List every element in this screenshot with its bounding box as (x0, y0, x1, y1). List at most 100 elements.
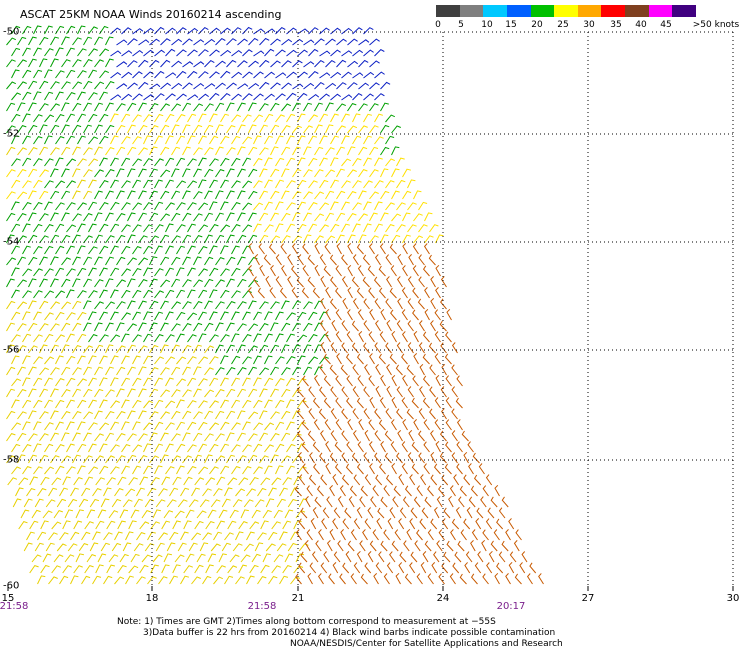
wind-barb (171, 82, 183, 90)
wind-barb (375, 562, 383, 574)
wind-barb (385, 158, 395, 167)
wind-barb (202, 532, 212, 541)
wind-barb (193, 432, 203, 442)
wind-barb (215, 256, 225, 266)
wind-barb (39, 80, 49, 90)
wind-barb (307, 254, 315, 266)
wind-barb (351, 320, 359, 332)
wind-barb (363, 320, 370, 332)
wind-barb (227, 565, 238, 574)
wind-barb (227, 477, 238, 486)
wind-barb (237, 410, 246, 420)
wind-barb (56, 543, 67, 552)
wind-barb (238, 520, 248, 530)
wind-barb (248, 190, 258, 200)
note-line-1: Note: 1) Times are GMT 2)Times along bot… (117, 617, 496, 627)
wind-barb (17, 389, 27, 398)
wind-barb (314, 375, 320, 387)
wind-barb (172, 520, 181, 530)
wind-barb (319, 50, 331, 57)
wind-barb (407, 224, 417, 233)
wind-barb (6, 169, 16, 178)
wind-barb (295, 573, 302, 585)
wind-barb (253, 223, 262, 233)
wind-barb (342, 297, 348, 310)
wind-barb (358, 168, 368, 178)
wind-barb (121, 333, 130, 343)
wind-barb (165, 48, 176, 57)
wind-barb (270, 212, 279, 222)
wind-barb (410, 507, 418, 519)
wind-barb (259, 367, 269, 376)
wind-barb (258, 243, 265, 255)
wind-barb (105, 235, 115, 244)
wind-barb (55, 443, 65, 453)
wind-barb (424, 287, 430, 299)
wind-barb (248, 265, 254, 277)
wind-barb (105, 455, 115, 464)
wind-barb (434, 419, 441, 431)
wind-barb (259, 190, 269, 200)
wind-barb (248, 37, 259, 46)
wind-barb (292, 168, 302, 178)
wind-barb (94, 344, 104, 354)
wind-barb (505, 529, 511, 541)
wind-barb (402, 419, 408, 431)
wind-barb (220, 465, 230, 475)
wind-barb (332, 474, 339, 486)
wind-barb (149, 411, 159, 420)
wind-barb (198, 157, 207, 167)
wind-barb (22, 377, 31, 387)
wind-barb (380, 308, 386, 321)
wind-barb (88, 113, 98, 123)
wind-barb (130, 553, 140, 563)
wind-barb (237, 301, 247, 310)
wind-barb (136, 576, 146, 585)
wind-barb (22, 113, 31, 123)
wind-barb (423, 243, 430, 255)
wind-barb (248, 168, 258, 178)
wind-barb (430, 518, 438, 530)
wind-barb (143, 49, 155, 57)
wind-barb (136, 487, 145, 497)
wind-barb (122, 542, 132, 552)
wind-barb (81, 575, 91, 585)
wind-barb (177, 542, 187, 552)
wind-barb (198, 400, 208, 409)
wind-barb (352, 202, 362, 211)
wind-barb (84, 565, 94, 574)
wind-barb (336, 59, 347, 68)
wind-barb (154, 70, 165, 79)
wind-barb (152, 554, 163, 563)
wind-barb (451, 364, 458, 376)
wind-barb (314, 366, 323, 376)
wind-barb (238, 564, 248, 574)
wind-barb (287, 542, 298, 552)
wind-barb (176, 356, 187, 365)
wind-barb (352, 386, 359, 398)
wind-barb (257, 576, 267, 585)
wind-barb (373, 573, 379, 585)
wind-barb (210, 543, 221, 552)
wind-barb (363, 135, 372, 145)
latitude-label: -56 (3, 344, 20, 356)
wind-barb (33, 421, 42, 431)
wind-barb (154, 135, 163, 145)
wind-barb (89, 542, 99, 552)
wind-barb (110, 135, 119, 145)
wind-barb (182, 389, 192, 398)
wind-barb (420, 561, 427, 574)
wind-barb (282, 520, 292, 530)
wind-barb (22, 69, 32, 79)
wind-barb (351, 276, 359, 288)
wind-barb (193, 388, 202, 398)
wind-barb (404, 485, 412, 497)
wind-barb (185, 509, 195, 519)
wind-barb (286, 421, 295, 431)
wind-barb (264, 28, 276, 35)
wind-barb (341, 113, 350, 123)
wind-barb (260, 564, 270, 574)
wind-barb (11, 289, 20, 299)
wind-barb (318, 529, 324, 541)
wind-barb (259, 103, 269, 112)
